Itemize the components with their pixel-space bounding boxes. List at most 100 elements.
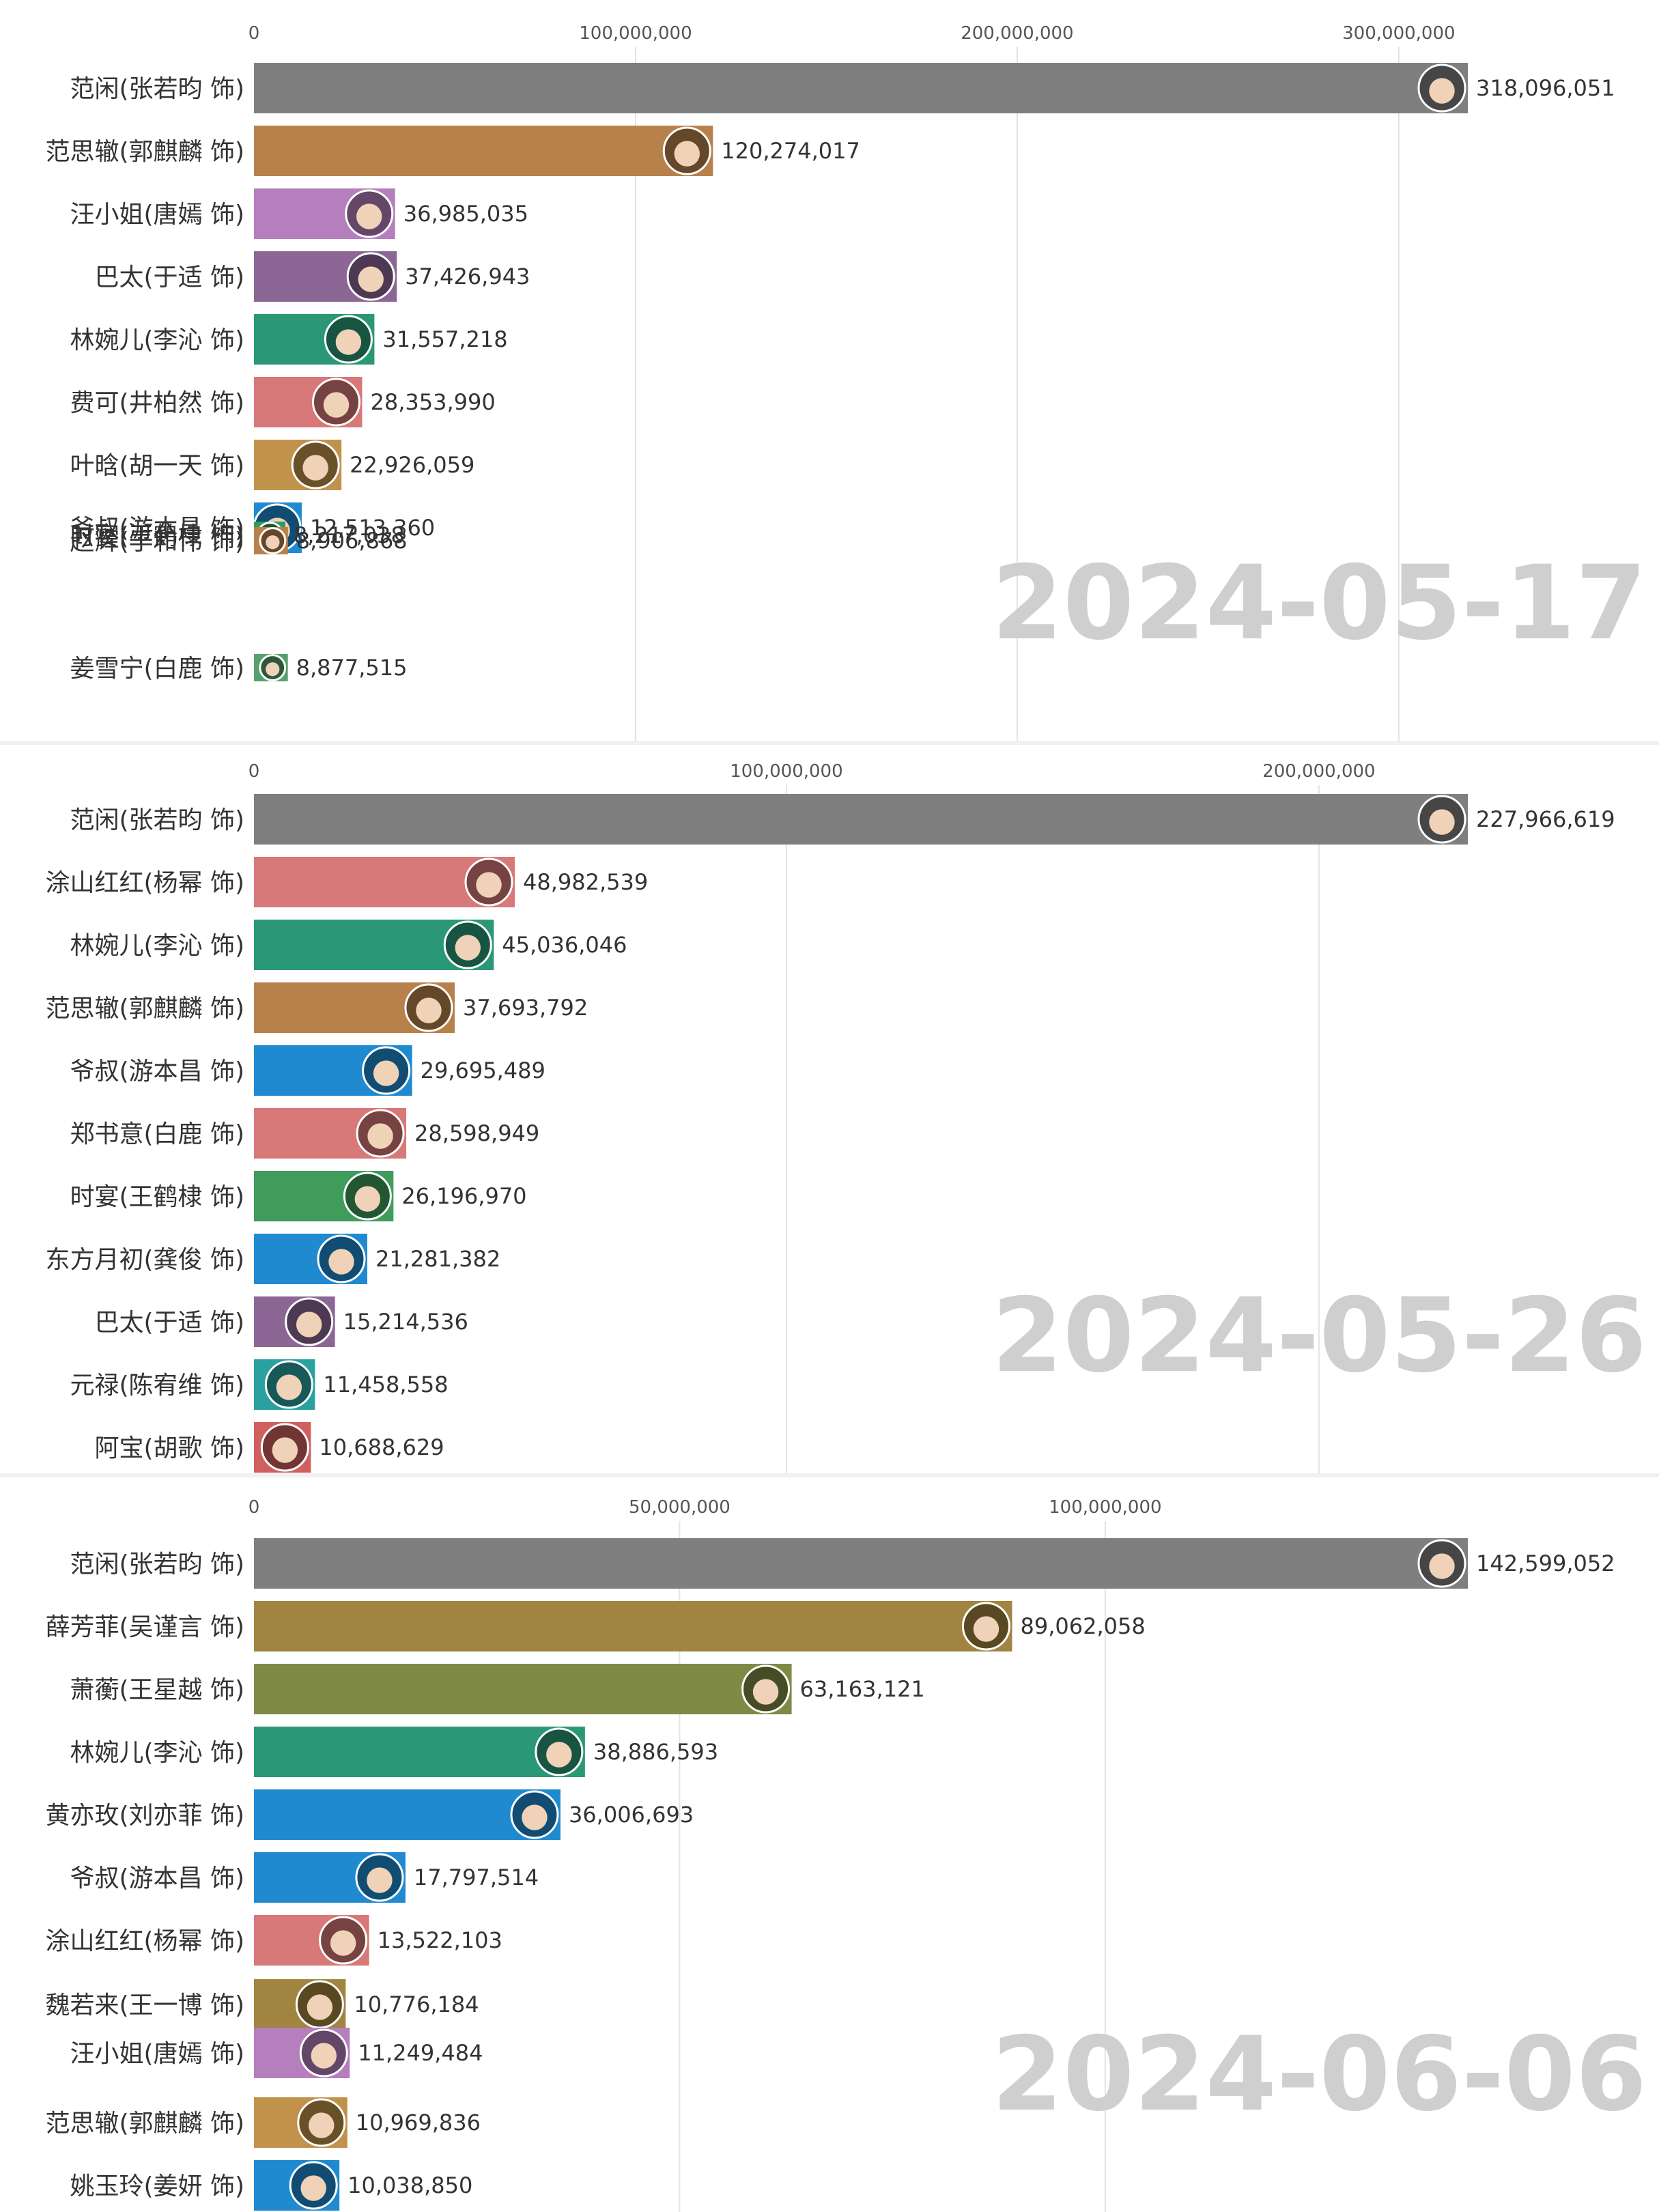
avatar-face-icon: [358, 266, 384, 292]
value-label: 48,982,539: [523, 869, 648, 895]
category-label: 叶晗(胡一天 饰): [70, 452, 244, 480]
bar: [254, 1727, 585, 1777]
category-label: 范思辙(郭麒麟 饰): [45, 2110, 244, 2138]
x-tick-label: 100,000,000: [1049, 1497, 1161, 1518]
avatar-face-icon: [1429, 78, 1455, 104]
category-label: 郑书意(白鹿 饰): [70, 1120, 244, 1148]
value-label: 22,926,059: [350, 452, 474, 478]
avatar-face-icon: [272, 1437, 298, 1463]
value-label: 31,557,218: [382, 326, 507, 352]
value-label: 63,163,121: [800, 1676, 925, 1702]
value-label: 8,877,515: [296, 655, 408, 681]
avatar-face-icon: [476, 872, 502, 898]
category-label: 黄亦玫(刘亦菲 饰): [45, 1802, 244, 1830]
category-label: 时宴(王鹤棣 饰): [70, 1183, 244, 1211]
category-label: 薛芳菲(吴谨言 饰): [45, 1613, 244, 1641]
category-label: 林婉儿(李沁 饰): [70, 1739, 244, 1767]
bar: [254, 1601, 1012, 1651]
chart-panel-3: 0 50,000,000 100,000,000 2024-06-06 范闲(张若昀 饰…: [0, 1477, 1659, 2212]
avatar-face-icon: [328, 1249, 354, 1275]
category-label: 范闲(张若昀 饰): [70, 75, 244, 103]
avatar-face-icon: [367, 1867, 393, 1893]
x-tick-labels: 0 50,000,000 100,000,000: [249, 1497, 1162, 1518]
category-label: 范思辙(郭麒麟 饰): [45, 995, 244, 1023]
avatar-face-icon: [973, 1616, 999, 1642]
avatar-face-icon: [323, 392, 350, 418]
x-tick-label: 0: [249, 761, 260, 782]
value-label: 21,281,382: [375, 1246, 500, 1272]
x-tick-label: 200,000,000: [961, 23, 1073, 44]
value-label: 37,693,792: [463, 995, 588, 1021]
bars: 范闲(张若昀 饰) 142,599,052 薛芳菲(吴谨言 饰) 89,062,058…: [45, 1538, 1615, 2211]
category-label: 东方月初(龚俊 饰): [45, 1246, 244, 1274]
avatar-face-icon: [266, 662, 280, 677]
value-label: 12,513,360: [310, 515, 435, 541]
value-label: 15,214,536: [343, 1309, 468, 1335]
value-label: 227,966,619: [1476, 806, 1615, 832]
value-label: 10,969,836: [356, 2110, 481, 2136]
x-tick-label: 50,000,000: [629, 1497, 731, 1518]
category-label: 萧蘅(王星越 饰): [70, 1676, 244, 1704]
value-label: 8,906,868: [296, 528, 408, 554]
bar: [254, 1538, 1468, 1589]
category-label: 林婉儿(李沁 饰): [70, 932, 244, 960]
avatar-face-icon: [373, 1060, 399, 1086]
category-label: 阿宝(胡歌 饰): [94, 1434, 244, 1462]
category-label: 涂山红红(杨幂 饰): [45, 1927, 244, 1955]
chart-svg-2: 0 100,000,000 200,000,0002024-05-26范闲(张若昀 …: [45, 761, 1647, 1473]
bars: 范闲(张若昀 饰) 227,966,619 涂山红红(杨幂 饰) 48,982,539…: [45, 794, 1615, 1473]
avatar-face-icon: [302, 455, 328, 481]
value-label: 26,196,970: [401, 1183, 526, 1209]
avatar-face-icon: [522, 1804, 548, 1830]
value-label: 38,886,593: [593, 1739, 718, 1765]
value-label: 142,599,052: [1476, 1550, 1615, 1576]
category-label: 时宴(王鹤棣 饰): [70, 522, 244, 550]
value-label: 28,353,990: [370, 389, 495, 415]
value-label: 37,426,943: [405, 264, 530, 289]
value-label: 10,688,629: [319, 1434, 444, 1460]
category-label: 范闲(张若昀 饰): [70, 806, 244, 834]
category-label: 林婉儿(李沁 饰): [70, 326, 244, 354]
category-label: 费可(井柏然 饰): [70, 389, 244, 417]
avatar-face-icon: [416, 997, 442, 1023]
value-label: 13,522,103: [378, 1927, 502, 1953]
date-label: 2024-06-06: [992, 2015, 1647, 2134]
category-label: 汪小姐(唐嫣 饰): [70, 2040, 244, 2068]
avatar-face-icon: [546, 1742, 572, 1768]
value-label: 17,797,514: [414, 1864, 539, 1890]
avatar-face-icon: [1429, 1553, 1455, 1579]
category-label: 爷叔(游本昌 饰): [70, 515, 244, 543]
x-tick-label: 0: [249, 23, 260, 44]
bar: [254, 126, 713, 176]
avatar-face-icon: [307, 1994, 333, 2020]
panel-divider-1: [0, 741, 1659, 745]
chart-panel-2: 0 100,000,000 200,000,000 2024-05-26 范闲(张若昀 …: [0, 745, 1659, 1473]
value-label: 89,062,058: [1020, 1613, 1145, 1639]
avatar-face-icon: [276, 1374, 302, 1400]
avatar-face-icon: [311, 2043, 337, 2069]
bar: [254, 794, 1468, 845]
category-label: 涂山红红(杨幂 饰): [45, 869, 244, 897]
x-tick-label: 0: [249, 1497, 260, 1518]
avatar-face-icon: [674, 141, 700, 167]
bar: [254, 63, 1468, 113]
value-label: 10,776,184: [354, 1991, 479, 2017]
panel-divider-2: [0, 1473, 1659, 1477]
category-label: 范闲(张若昀 饰): [70, 1550, 244, 1578]
value-label: 11,249,484: [358, 2040, 483, 2066]
avatar-face-icon: [356, 203, 382, 229]
bar: [254, 1789, 561, 1840]
avatar-face-icon: [266, 535, 280, 550]
chart-svg-1: 0 100,000,000 200,000,000 300,000,000 2024-0…: [45, 23, 1647, 741]
avatar-face-icon: [300, 2175, 326, 2201]
grid-lines: [785, 785, 1320, 1473]
category-label: 爷叔(游本昌 饰): [70, 1864, 244, 1892]
chart-panel-1: 0 100,000,000 200,000,000 300,000,000 2024-0…: [0, 0, 1659, 741]
date-label: 2024-05-26: [992, 1277, 1647, 1395]
x-tick-labels: 0 100,000,000 200,000,000 300,000,000: [249, 23, 1456, 44]
category-label: 姚玉玲(姜妍 饰): [70, 2172, 244, 2200]
category-label: 汪小姐(唐嫣 饰): [70, 201, 244, 229]
avatar-face-icon: [335, 329, 362, 355]
category-label: 范思辙(郭麒麟 饰): [45, 138, 244, 166]
